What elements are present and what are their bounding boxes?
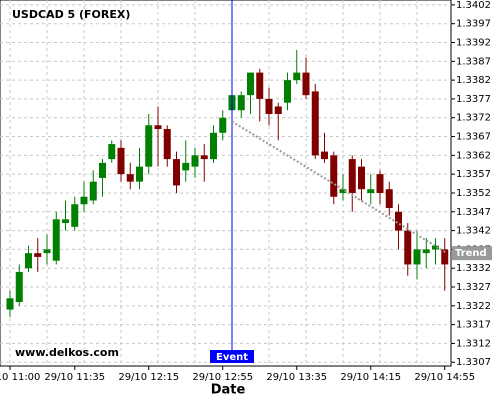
y-tick-label: 1.3387 bbox=[456, 56, 491, 67]
candle-body bbox=[348, 159, 356, 193]
trend-label: Trend bbox=[455, 248, 487, 259]
candle-body bbox=[376, 174, 384, 193]
candle-body bbox=[71, 204, 79, 227]
candle-body bbox=[367, 189, 375, 193]
y-tick-label: 1.3392 bbox=[456, 38, 491, 49]
candle-body bbox=[200, 155, 208, 160]
candle-body bbox=[34, 253, 42, 257]
candle-body bbox=[43, 249, 51, 254]
y-tick-label: 1.3362 bbox=[456, 150, 491, 161]
y-tick-label: 1.3317 bbox=[456, 320, 491, 331]
candle-body bbox=[219, 117, 227, 133]
chart-title: USDCAD 5 (FOREX) bbox=[12, 8, 130, 21]
candle-body bbox=[441, 249, 449, 265]
candle-body bbox=[404, 230, 412, 265]
candle-body bbox=[117, 147, 125, 175]
candle-body bbox=[15, 271, 23, 303]
event-label: Event bbox=[216, 352, 248, 363]
x-tick-label: 29/10 11:00 bbox=[0, 372, 40, 383]
candle-body bbox=[25, 253, 32, 269]
x-tick-label: 29/10 13:35 bbox=[266, 372, 327, 383]
candle-body bbox=[247, 72, 254, 96]
y-tick-label: 1.3382 bbox=[456, 75, 491, 86]
candle-body bbox=[293, 72, 301, 81]
x-tick-label: 29/10 12:15 bbox=[118, 372, 179, 383]
candle-body bbox=[173, 159, 180, 186]
candle-body bbox=[321, 151, 328, 160]
candle-body bbox=[145, 125, 153, 167]
x-axis-label: Date bbox=[211, 383, 246, 398]
candle-body bbox=[256, 72, 264, 99]
y-tick-label: 1.3312 bbox=[456, 338, 491, 349]
candle-body bbox=[6, 298, 14, 310]
y-tick-label: 1.3357 bbox=[456, 169, 491, 180]
y-tick-label: 1.3332 bbox=[456, 263, 491, 274]
trend-label-box bbox=[452, 246, 492, 261]
candle-body bbox=[237, 95, 245, 111]
y-tick-label: 1.3322 bbox=[456, 301, 491, 312]
candle-body bbox=[191, 155, 199, 167]
y-tick-label: 1.3372 bbox=[456, 113, 491, 124]
candle-body bbox=[99, 162, 106, 178]
candle-body bbox=[210, 132, 217, 160]
x-tick-label: 29/10 14:55 bbox=[414, 372, 475, 383]
y-tick-label: 1.3307 bbox=[456, 357, 491, 368]
candle-body bbox=[395, 211, 402, 231]
candle-body bbox=[330, 155, 338, 197]
y-tick-label: 1.3402 bbox=[456, 0, 491, 11]
plot-area bbox=[0, 0, 452, 367]
y-tick-label: 1.3327 bbox=[456, 282, 491, 293]
candle-body bbox=[302, 72, 310, 96]
candle-body bbox=[413, 249, 421, 265]
candle-body bbox=[432, 245, 439, 250]
candle-body bbox=[265, 98, 273, 114]
watermark: www.delkos.com bbox=[15, 346, 119, 359]
candle-body bbox=[89, 181, 97, 201]
candle-body bbox=[154, 125, 162, 130]
x-tick-label: 29/10 12:55 bbox=[192, 372, 253, 383]
candle-body bbox=[182, 162, 190, 171]
candle-body bbox=[52, 219, 60, 261]
x-tick-label: 29/10 14:15 bbox=[340, 372, 401, 383]
event-label-box bbox=[210, 350, 254, 363]
y-tick-label: 1.3347 bbox=[456, 207, 491, 218]
candle-body bbox=[422, 249, 430, 254]
candle-body bbox=[80, 196, 88, 205]
candle-body bbox=[339, 189, 347, 193]
y-tick-label: 1.3342 bbox=[456, 226, 491, 237]
x-tick-label: 29/10 11:35 bbox=[44, 372, 105, 383]
candle-body bbox=[136, 166, 143, 182]
y-tick-label: 1.3352 bbox=[456, 188, 491, 199]
candle-body bbox=[385, 189, 393, 209]
candle-body bbox=[163, 129, 171, 160]
candle-body bbox=[108, 144, 116, 160]
candle-body bbox=[126, 174, 134, 182]
y-tick-label: 1.3377 bbox=[456, 94, 491, 105]
candle-body bbox=[358, 166, 365, 190]
candle-body bbox=[62, 219, 69, 224]
candle-body bbox=[311, 91, 319, 156]
candle-body bbox=[274, 106, 282, 114]
y-tick-label: 1.3367 bbox=[456, 132, 491, 143]
candle-body bbox=[284, 80, 291, 103]
y-tick-label: 1.3397 bbox=[456, 19, 491, 30]
